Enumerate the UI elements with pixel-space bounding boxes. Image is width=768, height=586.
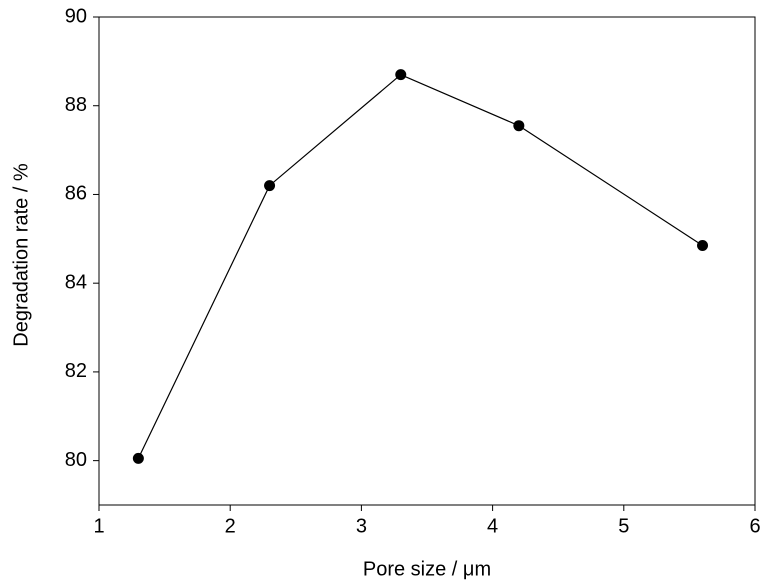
y-tick-label: 82: [65, 360, 87, 382]
x-tick-label: 4: [487, 515, 498, 537]
marker: [697, 239, 709, 251]
x-tick-label: 6: [749, 515, 760, 537]
x-tick-label: 1: [93, 515, 104, 537]
y-tick-label: 84: [65, 271, 87, 293]
x-tick-label: 3: [356, 515, 367, 537]
y-tick-label: 90: [65, 5, 87, 27]
y-tick-label: 80: [65, 449, 87, 471]
line: [137, 73, 703, 459]
y-tick-label: 88: [65, 94, 87, 116]
marker: [264, 180, 276, 192]
marker: [395, 69, 407, 81]
marker: [513, 120, 525, 132]
x-tick-label: 5: [618, 515, 629, 537]
x-tick-label: 2: [225, 515, 236, 537]
x-axis-label: Pore size / μm: [363, 558, 491, 580]
y-tick-label: 86: [65, 183, 87, 205]
y-axis-label: Degradation rate / %: [10, 163, 32, 347]
marker: [132, 452, 144, 464]
plot-frame: [98, 16, 756, 506]
